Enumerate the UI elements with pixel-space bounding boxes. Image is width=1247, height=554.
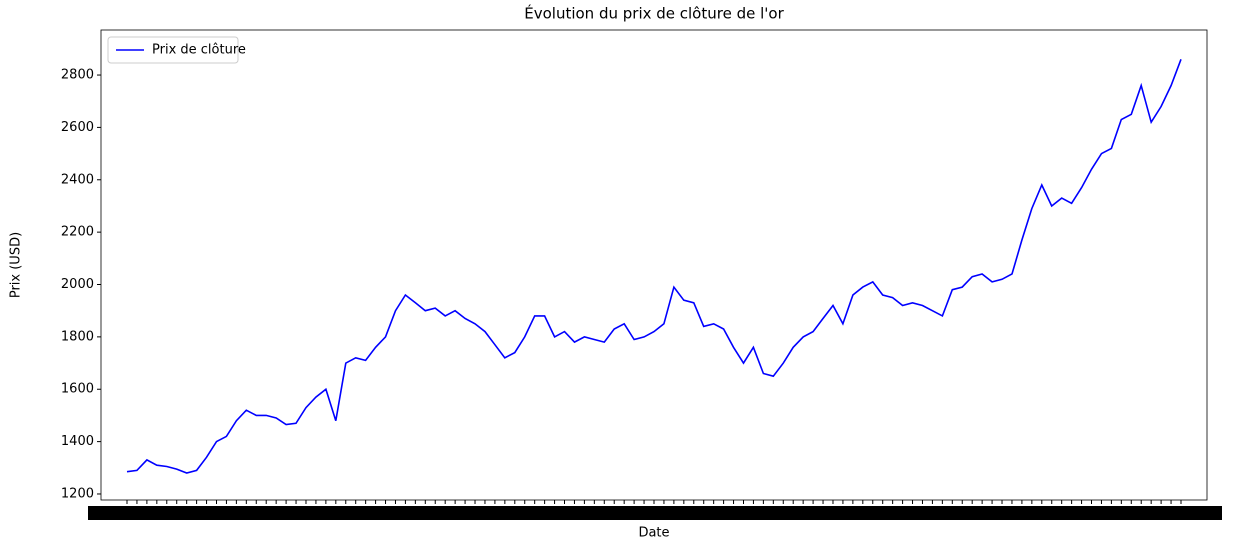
y-tick-label: 2200 — [61, 225, 94, 240]
y-tick-label: 1400 — [61, 434, 94, 449]
chart-title: Évolution du prix de clôture de l'or — [524, 4, 784, 23]
price-line — [126, 59, 1182, 474]
legend: Prix de clôture — [107, 36, 246, 64]
legend-label: Prix de clôture — [152, 43, 246, 58]
legend-box — [107, 36, 239, 64]
y-axis-label: Prix (USD) — [9, 232, 24, 298]
x-axis-label: Date — [638, 526, 669, 541]
x-tick-label-smear — [88, 506, 1222, 520]
y-tick-label: 2800 — [61, 68, 94, 83]
plot-frame — [100, 29, 1208, 501]
y-tick-label: 1600 — [61, 382, 94, 397]
y-tick-label: 2600 — [61, 120, 94, 135]
y-tick-label: 2400 — [61, 172, 94, 187]
y-tick-label: 1200 — [61, 486, 94, 501]
y-tick-label: 1800 — [61, 329, 94, 344]
y-tick-label: 2000 — [61, 277, 94, 292]
